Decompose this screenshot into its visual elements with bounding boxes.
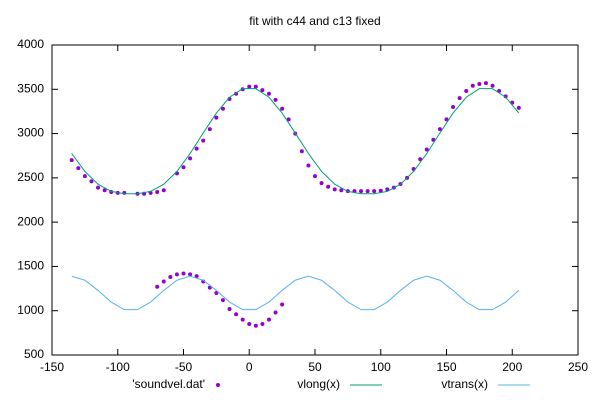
data-point xyxy=(194,274,199,279)
y-tick-label: 4000 xyxy=(17,37,44,51)
data-point xyxy=(326,184,331,189)
data-point xyxy=(234,312,239,317)
data-point xyxy=(220,106,225,111)
data-point xyxy=(82,174,87,179)
x-tick-label: 150 xyxy=(436,360,456,374)
legend-marker xyxy=(216,383,220,387)
x-tick-label: 250 xyxy=(568,360,588,374)
data-point xyxy=(516,105,521,110)
data-point xyxy=(253,323,258,328)
data-point xyxy=(273,310,278,315)
data-point xyxy=(155,284,160,289)
data-point xyxy=(174,272,179,277)
data-point xyxy=(451,105,456,109)
data-point xyxy=(280,302,285,307)
data-point xyxy=(260,322,265,326)
data-point xyxy=(477,81,482,86)
data-point xyxy=(483,81,488,86)
legend-label: vtrans(x) xyxy=(441,377,488,391)
data-point xyxy=(69,158,74,163)
legend-label: 'soundvel.dat' xyxy=(132,377,205,391)
data-point xyxy=(503,94,508,99)
data-point xyxy=(372,189,377,194)
x-tick-label: 100 xyxy=(371,360,391,374)
data-point xyxy=(227,306,232,311)
data-point xyxy=(359,189,364,194)
data-point xyxy=(260,88,265,93)
chart-title: fit with c44 and c13 fixed xyxy=(249,14,380,28)
data-point xyxy=(253,84,258,89)
data-point xyxy=(280,106,285,111)
data-point xyxy=(89,179,94,184)
x-tick-label: -150 xyxy=(40,360,64,374)
data-point xyxy=(437,127,442,132)
y-tick-label: 1500 xyxy=(17,259,44,273)
data-point xyxy=(181,165,186,170)
data-point xyxy=(332,187,337,192)
y-tick-label: 500 xyxy=(24,347,44,361)
data-point xyxy=(194,146,199,151)
x-tick-label: 50 xyxy=(308,360,322,374)
data-point xyxy=(155,190,160,195)
data-point xyxy=(444,117,449,122)
x-tick-label: 200 xyxy=(502,360,522,374)
data-point xyxy=(313,174,317,179)
data-point xyxy=(181,271,186,276)
data-point xyxy=(431,137,436,142)
data-point xyxy=(102,188,107,193)
data-point xyxy=(299,149,304,154)
data-point xyxy=(220,298,225,303)
data-point xyxy=(122,190,127,195)
data-point xyxy=(365,189,370,194)
x-tick-label: 0 xyxy=(246,360,253,374)
data-point xyxy=(96,185,101,190)
data-point xyxy=(457,96,462,101)
y-tick-label: 2000 xyxy=(17,214,44,228)
line xyxy=(71,275,520,311)
y-tick-label: 1000 xyxy=(17,303,44,317)
data-point xyxy=(266,91,271,96)
data-point xyxy=(247,322,252,326)
data-point xyxy=(319,181,324,186)
y-tick-label: 3000 xyxy=(17,126,44,140)
data-point xyxy=(161,188,166,193)
data-point xyxy=(240,317,245,322)
data-point xyxy=(188,272,193,277)
data-point xyxy=(207,127,212,132)
x-tick-label: -100 xyxy=(106,360,130,374)
data-point xyxy=(490,83,495,88)
data-point xyxy=(470,83,475,88)
data-point xyxy=(378,188,383,193)
data-point xyxy=(266,317,271,322)
data-point xyxy=(424,147,429,152)
legend-label: vlong(x) xyxy=(297,377,340,391)
y-tick-label: 3500 xyxy=(17,81,44,95)
data-point xyxy=(201,138,206,143)
data-point xyxy=(168,275,173,280)
data-point xyxy=(286,117,291,122)
data-point xyxy=(76,166,81,171)
data-point xyxy=(339,188,344,193)
data-point xyxy=(464,89,469,94)
data-point xyxy=(247,84,252,89)
line xyxy=(71,88,520,195)
data-point xyxy=(214,115,219,120)
data-point xyxy=(306,163,311,168)
data-point xyxy=(214,291,219,295)
data-point xyxy=(161,279,166,284)
data-point xyxy=(273,97,278,102)
y-tick-label: 2500 xyxy=(17,170,44,184)
x-tick-label: -50 xyxy=(175,360,193,374)
data-point xyxy=(188,156,193,161)
